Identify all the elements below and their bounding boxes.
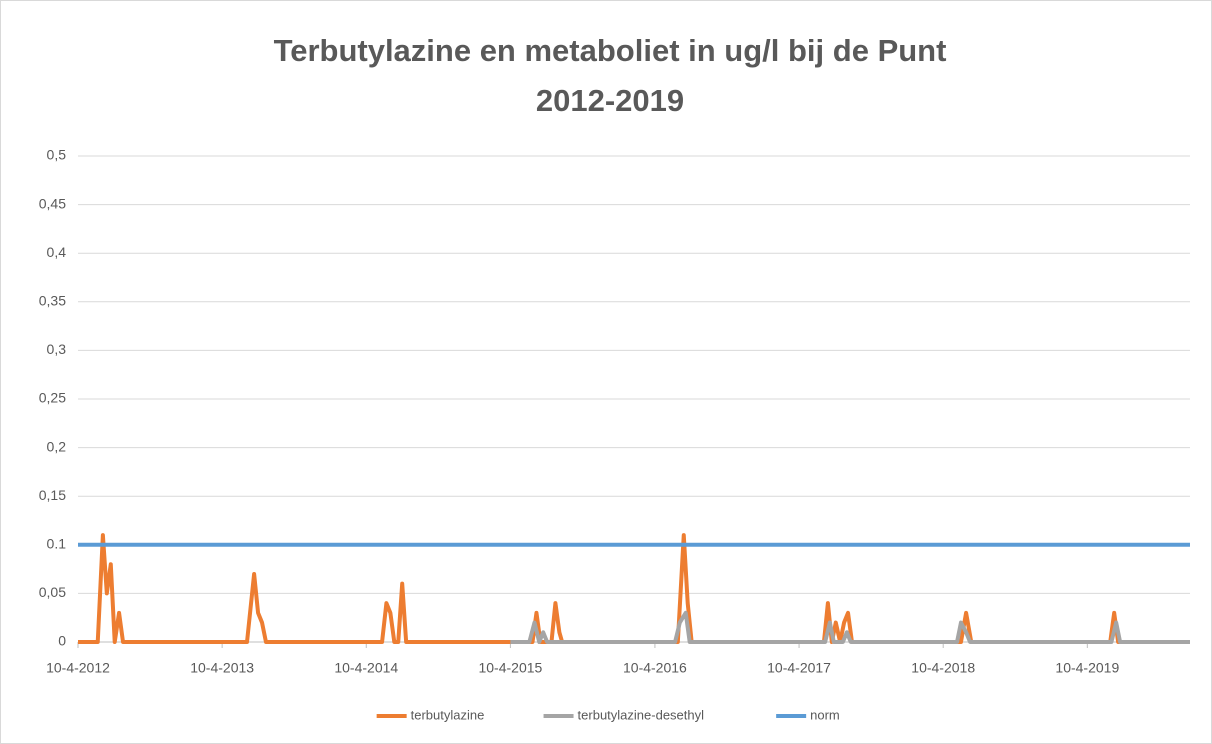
y-tick-label: 0,3 <box>47 341 67 357</box>
y-tick-label: 0.1 <box>47 536 67 552</box>
x-tick-label: 10-4-2018 <box>911 660 975 676</box>
chart-title: Terbutylazine en metaboliet in ug/l bij … <box>274 33 947 68</box>
legend-label: terbutylazine-desethyl <box>578 707 705 722</box>
chart-subtitle: 2012-2019 <box>536 83 684 118</box>
y-tick-label: 0 <box>58 633 66 649</box>
legend-label: terbutylazine <box>411 707 485 722</box>
x-tick-label: 10-4-2014 <box>334 660 398 676</box>
x-tick-label: 10-4-2015 <box>478 660 542 676</box>
y-tick-label: 0,15 <box>39 487 66 503</box>
y-tick-label: 0,25 <box>39 390 66 406</box>
x-tick-label: 10-4-2016 <box>623 660 687 676</box>
y-tick-label: 0,45 <box>39 195 66 211</box>
y-tick-label: 0,4 <box>47 244 67 260</box>
x-tick-label: 10-4-2019 <box>1055 660 1119 676</box>
y-tick-label: 0,2 <box>47 438 67 454</box>
line-series <box>510 610 1190 644</box>
x-tick-label: 10-4-2013 <box>190 660 254 676</box>
y-tick-label: 0,05 <box>39 584 66 600</box>
y-tick-label: 0,5 <box>47 147 67 163</box>
x-tick-label: 10-4-2017 <box>767 660 831 676</box>
x-tick-label: 10-4-2012 <box>46 660 110 676</box>
y-tick-label: 0,35 <box>39 293 66 309</box>
legend-label: norm <box>810 707 840 722</box>
